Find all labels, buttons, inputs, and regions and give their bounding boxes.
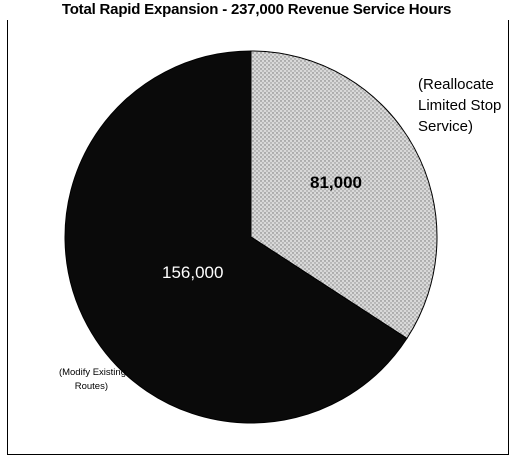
pie-slice-modify-existing <box>64 50 408 424</box>
slice-value-label-reallocate: 81,000 <box>310 173 362 192</box>
slice-annotation-reallocate: (Reallocate Limited Stop Service) <box>418 74 510 137</box>
pie-slice-reallocate <box>250 50 438 340</box>
annotation-line: (Modify Existing <box>58 367 126 378</box>
annotation-line: Limited Stop <box>418 97 502 114</box>
slice-value-label-modify-existing: 156,000 <box>162 263 224 282</box>
annotation-line: Service) <box>418 118 474 135</box>
annotation-line: (Reallocate <box>418 76 494 93</box>
slice-annotation-modify-existing: (Modify Existing Routes) <box>16 366 126 394</box>
chart-title: Total Rapid Expansion - 237,000 Revenue … <box>0 0 513 20</box>
annotation-line: Routes) <box>74 381 108 392</box>
